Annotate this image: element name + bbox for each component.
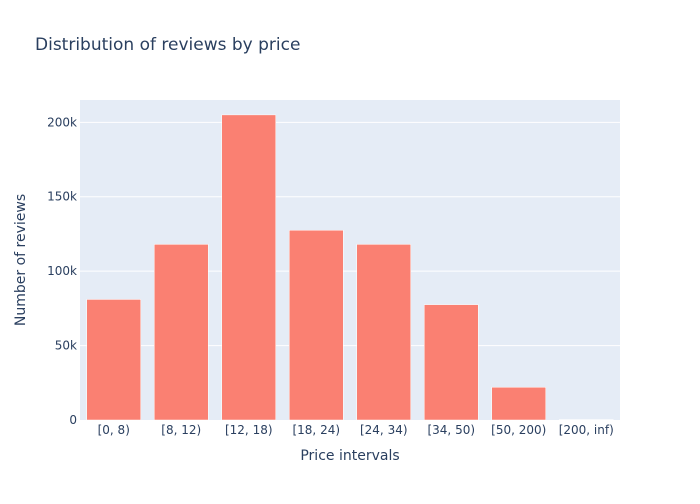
- y-tick-label: 150k: [47, 190, 77, 204]
- x-tick-label: [200, inf): [559, 423, 614, 437]
- y-tick-labels: 0 50k 100k 150k 200k: [47, 115, 77, 427]
- bar[interactable]: [222, 115, 276, 420]
- bar[interactable]: [289, 230, 343, 420]
- x-tick-label: [50, 200): [491, 423, 546, 437]
- chart-title: Distribution of reviews by price: [35, 35, 300, 55]
- y-tick-label: 200k: [47, 115, 77, 129]
- y-tick-label: 0: [69, 413, 77, 427]
- x-axis-title: Price intervals: [300, 448, 399, 464]
- bar[interactable]: [492, 387, 546, 420]
- x-tick-label: [34, 50): [427, 423, 475, 437]
- bar[interactable]: [357, 244, 411, 420]
- x-tick-label: [18, 24): [292, 423, 340, 437]
- x-tick-label: [12, 18): [225, 423, 273, 437]
- x-tick-label: [0, 8): [98, 423, 130, 437]
- y-tick-label: 100k: [47, 264, 77, 278]
- bar[interactable]: [424, 305, 478, 420]
- y-tick-label: 50k: [55, 339, 77, 353]
- y-axis-title: Number of reviews: [13, 194, 29, 326]
- x-tick-label: [8, 12): [161, 423, 201, 437]
- x-tick-labels: [0, 8) [8, 12) [12, 18) [18, 24) [24, 34) [34…: [98, 423, 614, 437]
- x-tick-label: [24, 34): [360, 423, 408, 437]
- bar[interactable]: [87, 299, 141, 420]
- bar[interactable]: [154, 244, 208, 420]
